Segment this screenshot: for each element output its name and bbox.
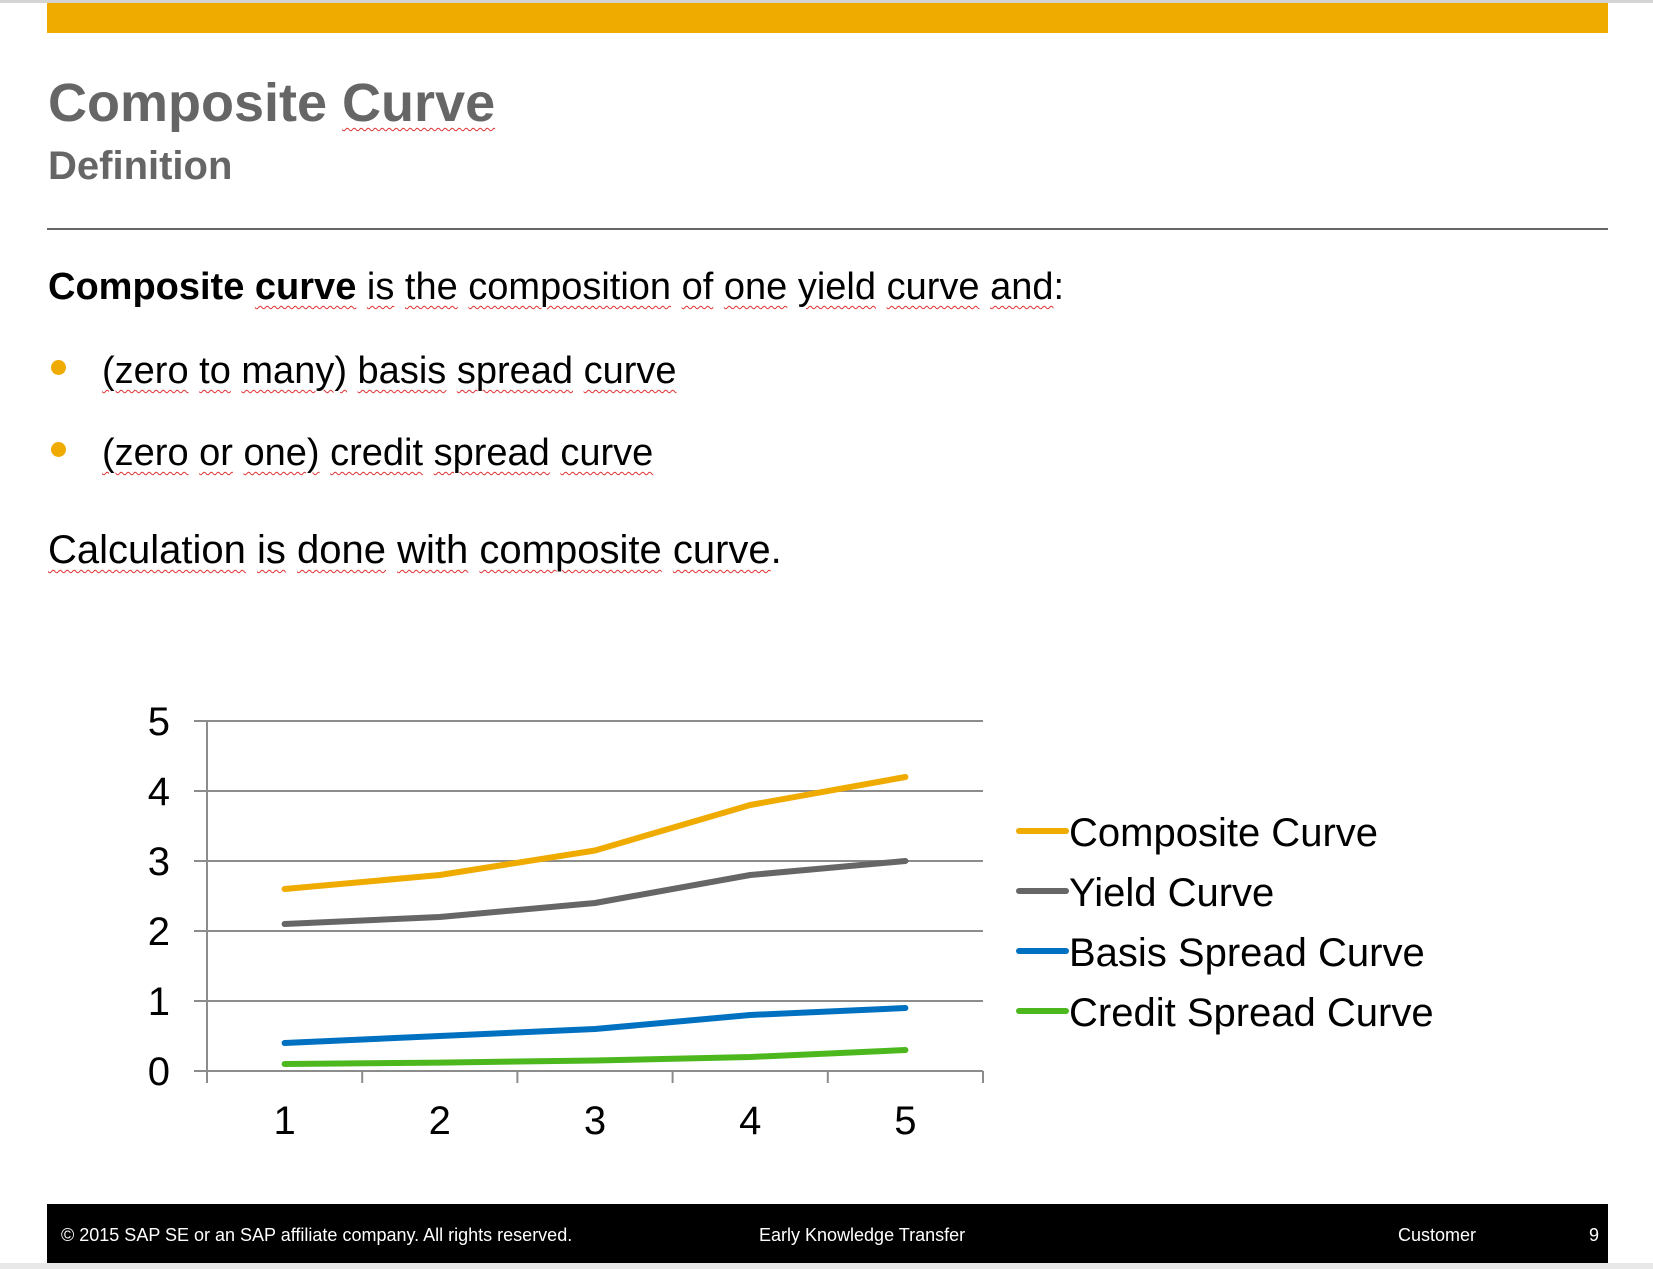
legend-label: Credit Spread Curve <box>1069 991 1434 1035</box>
series-line <box>281 774 909 892</box>
x-tick-label: 1 <box>273 1099 295 1143</box>
text-word: of <box>681 266 714 308</box>
text-word: (zero <box>102 350 189 392</box>
slide-subtitle: Definition <box>48 144 233 188</box>
accent-bar <box>47 3 1608 33</box>
text-word: or <box>199 432 233 474</box>
text-word: the <box>404 266 458 308</box>
slide-title: Composite Curve <box>48 76 495 130</box>
text-word: one) <box>243 432 320 474</box>
text-word: credit <box>330 432 424 474</box>
footer-center-text: Early Knowledge Transfer <box>759 1225 966 1245</box>
text-word: is <box>257 528 286 572</box>
bullet-dot-icon <box>51 442 66 457</box>
y-tick-label: 5 <box>148 700 170 744</box>
y-tick-label: 0 <box>148 1050 170 1094</box>
series-line <box>281 1005 909 1046</box>
page-number: 9 <box>1589 1225 1600 1245</box>
text-word: curve <box>560 432 654 474</box>
footer-bar: © 2015 SAP SE or an SAP affiliate compan… <box>47 1204 1608 1263</box>
text-word: curve <box>886 266 980 308</box>
text-word: curve <box>672 528 771 572</box>
footer-classification: Customer <box>1398 1225 1477 1245</box>
x-tick-label: 2 <box>429 1099 451 1143</box>
lead-paragraph: Composite curve is the composition of on… <box>48 266 1065 308</box>
x-tick-label: 5 <box>894 1099 916 1143</box>
y-tick-label: 1 <box>148 980 170 1024</box>
series-line <box>281 858 909 927</box>
x-tick-label: 3 <box>584 1099 606 1143</box>
bullet-dot-icon <box>51 360 66 375</box>
text-word: composite <box>479 528 662 572</box>
window-top-border <box>0 0 1653 3</box>
bullet-text: (zero or one) credit spread curve <box>102 434 653 472</box>
text-word: composition <box>468 266 672 308</box>
text-word: spread <box>456 350 574 392</box>
bullet-text: (zero to many) basis spread curve <box>102 352 677 390</box>
text-word: curve <box>583 350 677 392</box>
title-word: Composite <box>48 73 328 133</box>
text-word: many) <box>241 350 347 392</box>
text-word: (zero <box>102 432 189 474</box>
line-chart: 0 1 2 3 4 5 1 2 3 4 5 Composite Curve Yield Curve Bas… <box>148 700 1434 1143</box>
legend-label: Composite Curve <box>1069 811 1378 855</box>
text-word: is <box>366 266 395 308</box>
footer-copyright: © 2015 SAP SE or an SAP affiliate compan… <box>61 1225 573 1245</box>
text-word: yield <box>797 266 877 308</box>
title-word: Curve <box>342 73 496 133</box>
text-word: Calculation <box>48 528 246 572</box>
y-tick-label: 4 <box>148 770 170 814</box>
text-word: and <box>990 266 1054 308</box>
closing-paragraph: Calculation is done with composite curve… <box>48 528 782 572</box>
text-word: one <box>723 266 788 308</box>
title-separator <box>47 228 1608 230</box>
y-tick-label: 2 <box>148 910 170 954</box>
bold-term: curve <box>254 266 357 308</box>
bold-term: Composite <box>48 266 245 308</box>
text-word: done <box>297 528 387 572</box>
series-line <box>281 1047 909 1067</box>
text-word: basis <box>357 350 447 392</box>
x-tick-label: 4 <box>739 1099 761 1143</box>
text-word: spread <box>433 432 550 474</box>
window-bottom-border <box>0 1263 1653 1269</box>
text-word: to <box>199 350 231 392</box>
legend-label: Basis Spread Curve <box>1069 931 1425 975</box>
legend-label: Yield Curve <box>1069 871 1274 915</box>
y-tick-label: 3 <box>148 840 170 884</box>
text-word: with <box>397 528 469 572</box>
